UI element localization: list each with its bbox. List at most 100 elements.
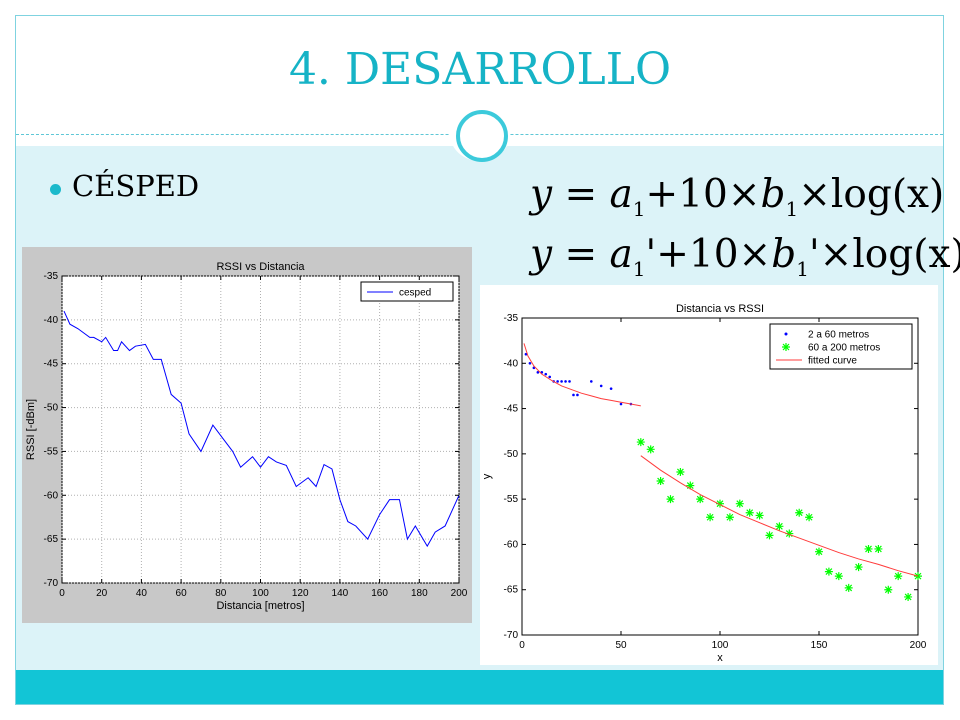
eq1-equals: = bbox=[552, 172, 610, 217]
c2-point bbox=[544, 372, 548, 376]
c1-legend-box bbox=[360, 281, 454, 302]
c2-star-point bbox=[864, 544, 873, 553]
c2-fit-line bbox=[640, 455, 919, 577]
c2-star-point bbox=[795, 508, 804, 517]
c2-star-point bbox=[646, 445, 655, 454]
eq2-a: a bbox=[609, 232, 633, 277]
chart2-ylabel: y bbox=[481, 473, 493, 479]
c1-xtick-label: 40 bbox=[136, 588, 148, 599]
c2-xtick-label: 0 bbox=[519, 640, 525, 651]
c2-point bbox=[556, 380, 559, 383]
c2-star-point bbox=[755, 511, 764, 520]
c2-star-point bbox=[745, 508, 754, 517]
c2-star-point bbox=[775, 522, 784, 531]
c1-ytick-label: -35 bbox=[44, 271, 59, 282]
bullet-dot-icon bbox=[50, 184, 61, 195]
c2-point bbox=[536, 371, 540, 374]
c2-star-point bbox=[696, 495, 705, 504]
c2-point bbox=[564, 380, 567, 383]
eq1-end: ×log(x) bbox=[798, 172, 945, 217]
c1-ytick-label: -65 bbox=[44, 534, 59, 545]
c2-point bbox=[568, 380, 571, 383]
c2-star-point bbox=[716, 499, 724, 508]
eq2-a-sub: 1 bbox=[632, 256, 646, 281]
c2-star-point bbox=[636, 438, 645, 447]
c2-legend-label: 60 a 200 metros bbox=[808, 343, 880, 354]
c2-star-point bbox=[706, 513, 715, 522]
c1-ytick-label: -40 bbox=[44, 315, 59, 326]
c1-ytick-label: -55 bbox=[44, 446, 59, 457]
c2-star-point bbox=[765, 531, 774, 540]
eq1-a-sub: 1 bbox=[632, 196, 646, 221]
c1-xtick-label: 160 bbox=[371, 588, 388, 599]
chart2-xlabel: x bbox=[717, 652, 723, 664]
c2-star-point bbox=[656, 477, 665, 486]
c2-ytick-label: -45 bbox=[504, 404, 519, 415]
c1-xtick-label: 80 bbox=[215, 588, 227, 599]
c2-point bbox=[528, 361, 532, 365]
slide-title: 4. DESARROLLO bbox=[288, 44, 672, 95]
c2-star-point bbox=[676, 467, 685, 476]
eq2-mid: '+10× bbox=[645, 232, 772, 277]
c2-point bbox=[548, 375, 552, 379]
c2-ytick-label: -60 bbox=[504, 539, 519, 550]
eq2-y: y bbox=[530, 232, 553, 277]
c2-xtick-label: 100 bbox=[712, 640, 729, 651]
c2-star-point bbox=[785, 529, 794, 538]
c2-star-point bbox=[884, 585, 893, 594]
c2-xtick-label: 200 bbox=[910, 640, 927, 651]
c2-legend-box bbox=[769, 323, 913, 370]
c1-xtick-label: 120 bbox=[292, 588, 309, 599]
c2-ytick-label: -50 bbox=[504, 449, 519, 460]
equation-1: y = a1+10×b1×log(x) bbox=[530, 172, 944, 221]
eq1-a: a bbox=[609, 172, 633, 217]
c2-star-point bbox=[914, 572, 922, 581]
c1-xtick-label: 180 bbox=[411, 588, 428, 599]
eq2-end: '×log(x) bbox=[808, 232, 960, 277]
chart2-ticks: 0 50 100 150 200 -35 -40 -45 -50 -55 -60 -65 -70 bbox=[504, 313, 927, 651]
c2-point bbox=[560, 380, 563, 383]
chart-rssi-vs-distancia: 0 20 40 60 80 100 120 140 160 180 200 -35 -40 -45 -50 -… bbox=[22, 247, 472, 623]
eq1-b: b bbox=[760, 172, 786, 217]
chart2-plot-area bbox=[521, 317, 919, 636]
c2-star-point bbox=[666, 495, 675, 504]
c2-ytick-label: -55 bbox=[504, 494, 519, 505]
chart1-ylabel: RSSI [-dBm] bbox=[25, 399, 37, 460]
c1-ytick-label: -50 bbox=[44, 403, 59, 414]
chart2-marks bbox=[523, 343, 922, 601]
c2-star-point bbox=[815, 547, 823, 556]
c2-legend-swatch bbox=[782, 343, 790, 351]
chart2-legend: 2 a 60 metros 60 a 200 metros fitted curve bbox=[769, 323, 913, 370]
c1-series-line bbox=[63, 310, 460, 548]
c2-legend-label: fitted curve bbox=[808, 356, 857, 367]
c1-xtick-label: 200 bbox=[451, 588, 468, 599]
c1-xtick-label: 0 bbox=[59, 588, 65, 599]
c1-xtick-label: 140 bbox=[332, 588, 349, 599]
chart1-ticks: 0 20 40 60 80 100 120 140 160 180 200 -35 -40 -45 -50 -… bbox=[44, 271, 468, 599]
chart1-legend: cesped bbox=[360, 281, 454, 302]
c2-ytick-label: -70 bbox=[504, 630, 519, 641]
c2-star-point bbox=[894, 572, 903, 581]
c2-xtick-label: 150 bbox=[811, 640, 828, 651]
c2-ytick-label: -35 bbox=[504, 313, 519, 324]
c2-ytick-label: -40 bbox=[504, 358, 519, 369]
c2-point bbox=[619, 402, 623, 406]
c2-star-point bbox=[735, 499, 744, 508]
bullet-text: CÉSPED bbox=[72, 169, 200, 203]
c2-star-point bbox=[834, 572, 843, 581]
eq2-b-sub: 1 bbox=[796, 256, 809, 281]
c2-point bbox=[524, 352, 528, 356]
c2-star-point bbox=[725, 513, 734, 522]
eq1-mid: +10× bbox=[645, 172, 761, 217]
c2-point bbox=[609, 387, 613, 390]
c1-xtick-label: 20 bbox=[96, 588, 108, 599]
c2-legend-swatch bbox=[784, 332, 788, 336]
c1-ytick-label: -45 bbox=[44, 359, 59, 370]
c2-xtick-label: 50 bbox=[615, 640, 627, 651]
c2-fit-line bbox=[523, 343, 641, 407]
c2-ytick-label: -65 bbox=[504, 585, 519, 596]
c2-star-point bbox=[824, 567, 833, 576]
chart1-title: RSSI vs Distancia bbox=[216, 261, 305, 273]
c2-star-point bbox=[805, 513, 814, 522]
c1-ytick-label: -70 bbox=[44, 578, 59, 589]
